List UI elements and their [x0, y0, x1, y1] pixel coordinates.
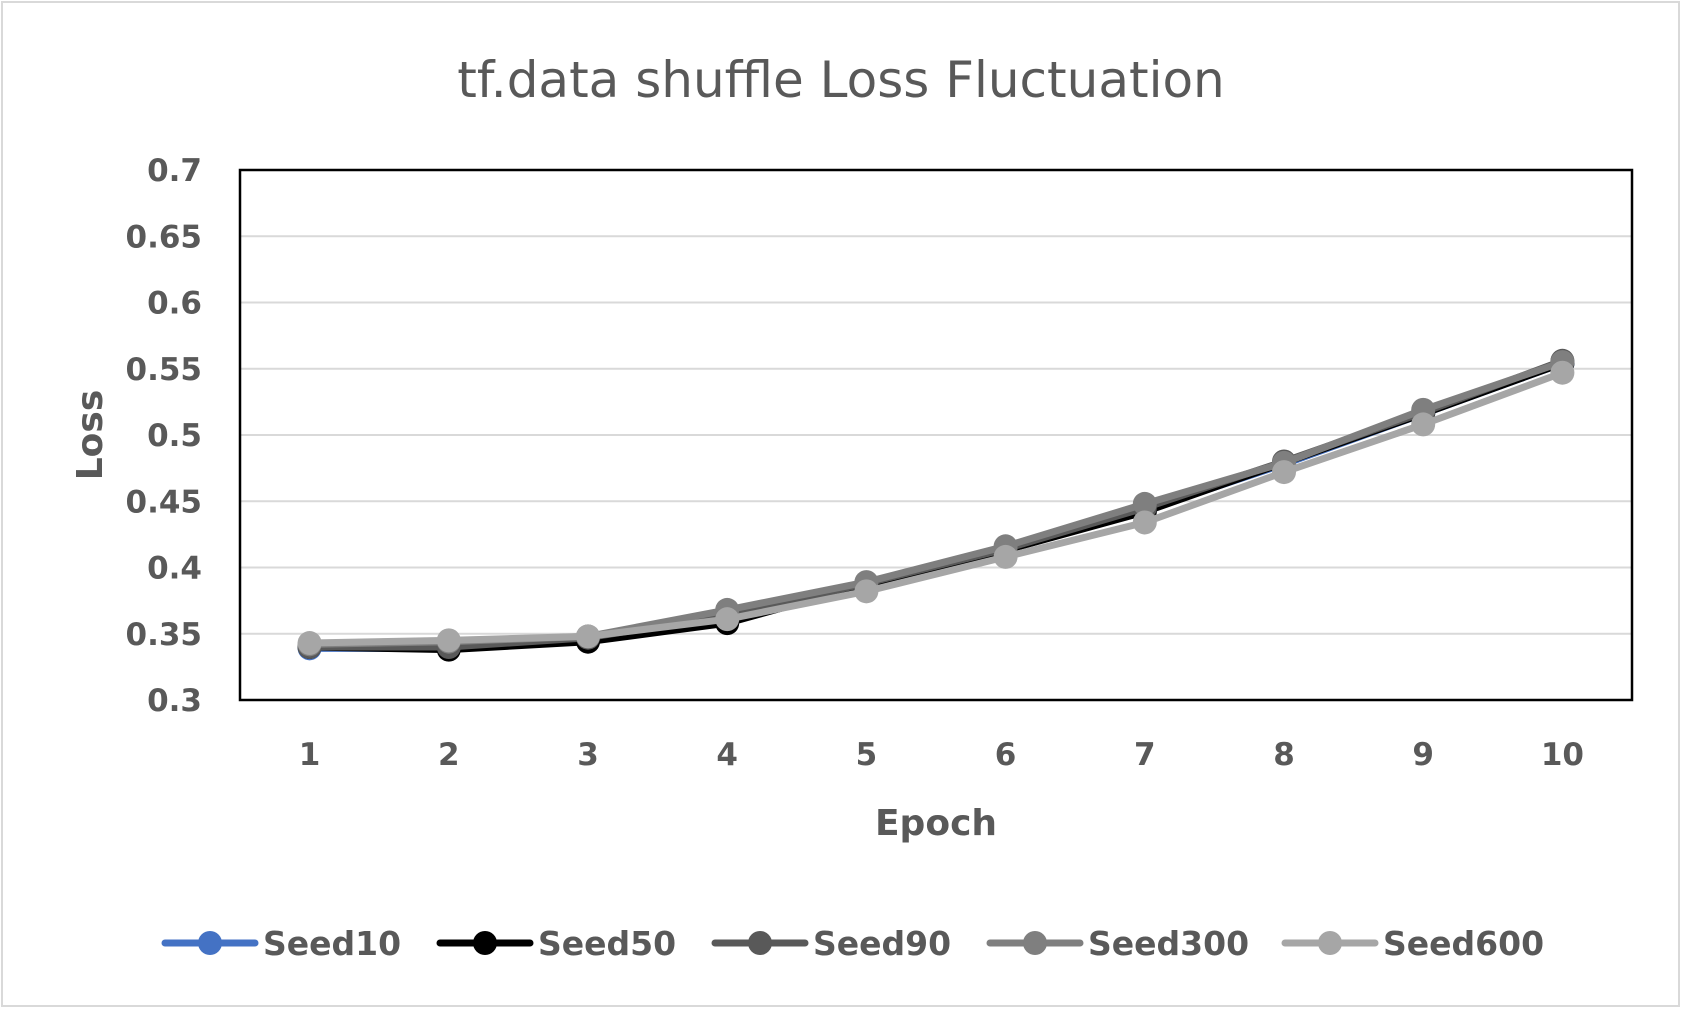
legend-item-seed10: Seed10 [161, 924, 401, 963]
data-point [1550, 360, 1575, 385]
y-axis-label: Loss [70, 390, 111, 481]
legend-item-seed300: Seed300 [986, 924, 1249, 963]
series-seed600 [297, 360, 1575, 656]
data-point [436, 628, 461, 653]
x-tick-label: 8 [1273, 737, 1295, 773]
legend-label: Seed90 [813, 924, 951, 963]
data-point [1132, 510, 1157, 535]
y-tick-label: 0.45 [126, 484, 203, 520]
series-line [306, 359, 1566, 652]
data-point [297, 631, 322, 656]
series-seed50 [297, 351, 1575, 662]
y-tick-labels: 0.3 0.35 0.4 0.45 0.5 0.55 0.6 0.65 0.7 [126, 153, 203, 719]
plot-area-border [238, 168, 1634, 702]
x-tick-label: 1 [299, 737, 321, 773]
data-point [576, 624, 600, 649]
legend-label: Seed10 [263, 924, 401, 963]
y-tick-label: 0.3 [147, 683, 202, 719]
legend: Seed10 Seed50 Seed90 Seed300 Seed600 [161, 924, 1544, 963]
series-line [306, 357, 1566, 651]
x-tick-label: 7 [1134, 737, 1156, 773]
gridlines [240, 235, 1632, 635]
y-tick-label: 0.55 [126, 352, 203, 388]
series-line [306, 359, 1566, 654]
x-tick-label: 2 [438, 737, 460, 773]
data-point [715, 607, 740, 632]
data-point [1411, 412, 1436, 437]
legend-marker-swatch [473, 931, 497, 955]
x-tick-label: 6 [995, 737, 1017, 773]
legend-marker-swatch [1318, 931, 1342, 955]
series-line [306, 358, 1566, 648]
y-tick-label: 0.35 [126, 617, 203, 653]
x-axis-label: Epoch [875, 803, 997, 844]
legend-label: Seed600 [1383, 924, 1544, 963]
x-tick-label: 9 [1412, 737, 1434, 773]
series-seed90 [297, 348, 1575, 659]
series-seed10 [297, 351, 1575, 661]
data-point [1272, 460, 1296, 485]
series-seed300 [297, 350, 1575, 657]
legend-marker-swatch [748, 931, 772, 955]
y-tick-label: 0.65 [126, 219, 203, 255]
x-tick-label: 4 [716, 737, 738, 773]
series-line [306, 369, 1566, 647]
x-tick-label: 10 [1541, 737, 1584, 773]
x-tick-label: 5 [856, 737, 878, 773]
chart-title: tf.data shuffle Loss Fluctuation [457, 51, 1225, 109]
data-point [1132, 491, 1157, 516]
data-point [993, 544, 1018, 569]
y-tick-label: 0.5 [147, 418, 202, 454]
legend-item-seed50: Seed50 [436, 924, 676, 963]
y-tick-label: 0.6 [147, 286, 202, 322]
legend-label: Seed50 [538, 924, 676, 963]
x-tick-labels: 1 2 3 4 5 6 7 8 9 10 [299, 737, 1584, 773]
legend-marker-swatch [198, 931, 222, 955]
data-point [854, 579, 879, 604]
y-tick-label: 0.7 [147, 153, 202, 189]
y-tick-label: 0.4 [147, 551, 202, 587]
legend-marker-swatch [1023, 931, 1047, 955]
legend-label: Seed300 [1088, 924, 1249, 963]
x-tick-label: 3 [577, 737, 599, 773]
legend-item-seed90: Seed90 [711, 924, 951, 963]
series-group [297, 348, 1575, 662]
legend-item-seed600: Seed600 [1281, 924, 1544, 963]
